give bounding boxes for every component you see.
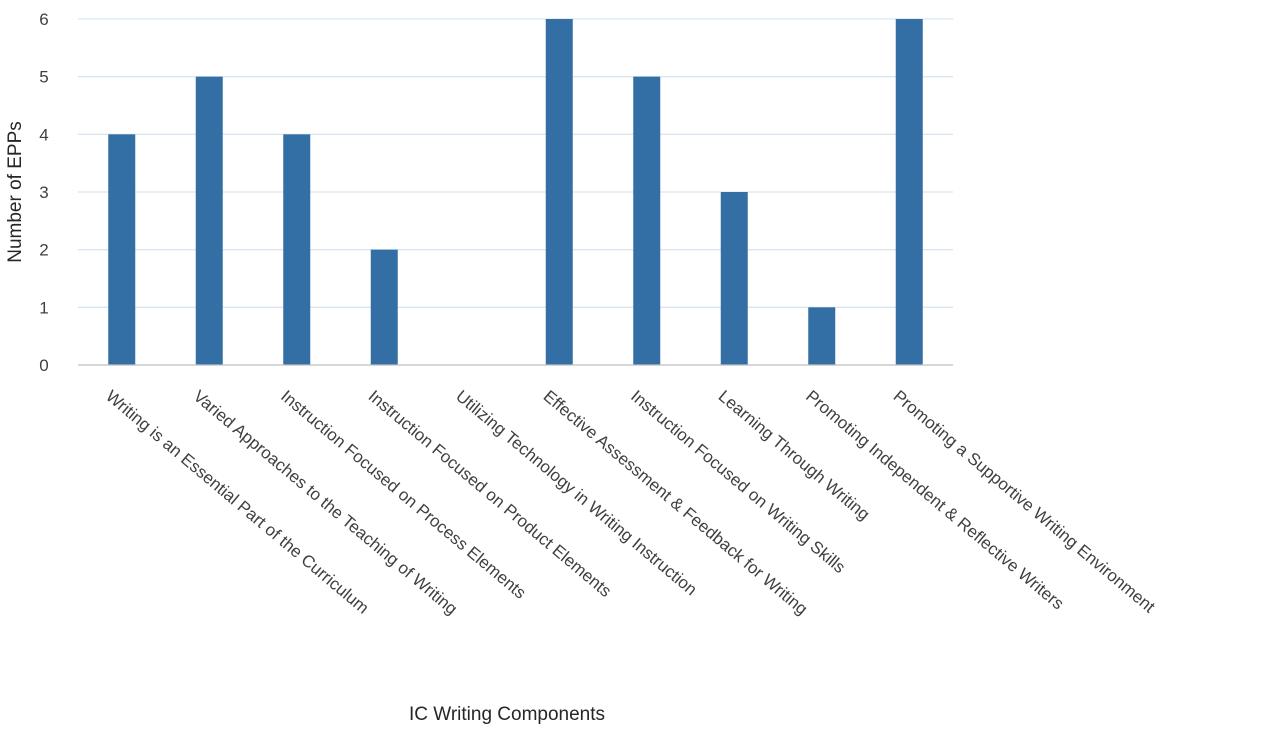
x-axis-title: IC Writing Components bbox=[409, 704, 605, 725]
bar bbox=[633, 76, 661, 366]
y-tick-label: 4 bbox=[39, 125, 48, 144]
category-labels: Writing is an Essential Part of the Curr… bbox=[102, 387, 1159, 619]
bar bbox=[283, 134, 311, 365]
bar bbox=[108, 134, 136, 365]
y-tick-label: 3 bbox=[39, 183, 48, 202]
y-tick-label: 2 bbox=[39, 241, 48, 260]
y-axis-title: Number of EPPs bbox=[5, 121, 26, 263]
category-label: Learning Through Writing bbox=[715, 387, 874, 524]
bar bbox=[545, 19, 573, 365]
bars bbox=[108, 19, 923, 366]
bar bbox=[720, 192, 748, 365]
y-tick-label: 1 bbox=[39, 298, 48, 317]
gridlines bbox=[78, 18, 953, 308]
y-tick-label: 5 bbox=[39, 68, 48, 87]
bar bbox=[370, 249, 398, 365]
bar bbox=[808, 307, 836, 365]
bar bbox=[195, 76, 223, 366]
y-tick-labels: 0 1 2 3 4 5 6 bbox=[39, 10, 48, 375]
bar bbox=[895, 19, 923, 365]
y-tick-label: 6 bbox=[39, 10, 48, 29]
y-tick-label: 0 bbox=[39, 356, 48, 375]
